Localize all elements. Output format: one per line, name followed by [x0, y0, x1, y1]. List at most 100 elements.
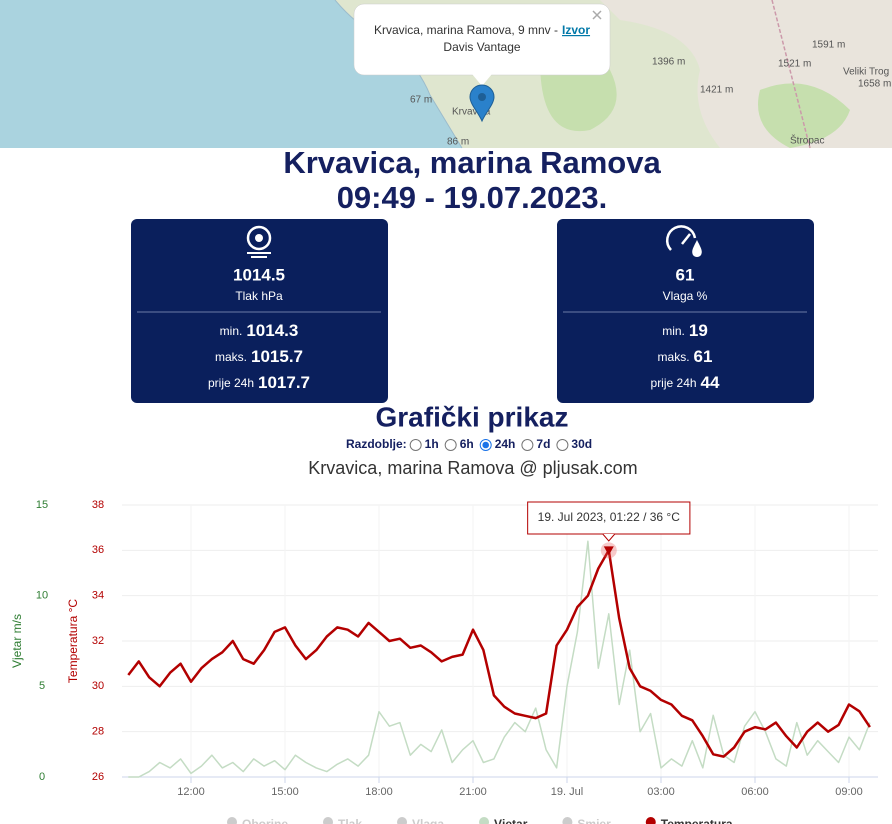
- period-selector: Razdoblje: 1h 6h 24h 7d 30d: [346, 437, 592, 451]
- map-label: 86 m: [447, 137, 469, 148]
- card-row: maks. 61: [658, 347, 713, 366]
- y2-tick-label: 5: [39, 680, 45, 692]
- legend-symbol[interactable]: [562, 817, 573, 824]
- row-value: 1015.7: [251, 347, 303, 366]
- y2-tick-label: 10: [36, 590, 48, 602]
- legend-symbol[interactable]: [323, 817, 334, 824]
- series-line: [128, 540, 871, 778]
- map-label: 1421 m: [700, 85, 733, 96]
- row-value: 1017.7: [258, 373, 310, 392]
- row-value: 19: [689, 321, 708, 340]
- marker-dot: [478, 93, 486, 101]
- card-label: Tlak hPa: [235, 289, 283, 303]
- x-tick-label: 19. Jul: [551, 786, 583, 798]
- map-label: Štropac: [790, 134, 824, 147]
- y-tick-label: 38: [92, 499, 104, 511]
- map-sea: [0, 0, 462, 148]
- card-row: prije 24h 1017.7: [208, 373, 310, 392]
- period-radio[interactable]: [409, 439, 422, 451]
- card-icon: [666, 225, 697, 251]
- map-label: 1521 m: [778, 59, 811, 70]
- legend-item[interactable]: Tlak: [338, 817, 362, 824]
- legend-symbol[interactable]: [227, 817, 237, 824]
- card-icon: [255, 234, 263, 242]
- x-tick-label: 09:00: [835, 786, 863, 798]
- y-tick-label: 36: [92, 544, 104, 556]
- card-bg: [557, 219, 814, 403]
- y-tick-label: 30: [92, 680, 104, 692]
- y-tick-label: 34: [92, 590, 104, 602]
- series-line: [127, 549, 871, 758]
- y2-tick-label: 15: [36, 499, 48, 511]
- legend-item[interactable]: Vjetar: [494, 817, 528, 824]
- legend-symbol[interactable]: [397, 817, 408, 824]
- map[interactable]: 1396 m 1421 m 1521 m 1591 m Veliki Trog …: [0, 0, 892, 149]
- popup-link[interactable]: Izvor: [562, 23, 590, 37]
- legend-item[interactable]: Vlaga: [412, 817, 444, 824]
- map-label: 1396 m: [652, 57, 685, 68]
- row-value: 44: [701, 373, 720, 392]
- row-name: prije 24h: [208, 376, 254, 390]
- legend-item[interactable]: Smjer: [577, 817, 611, 824]
- card-row: maks. 1015.7: [215, 347, 303, 366]
- card-icon: [247, 252, 271, 258]
- map-forest: [758, 83, 850, 148]
- tooltip-text: 19. Jul 2023, 01:22 / 36 °C: [538, 510, 681, 524]
- weather-card: 61 Vlaga % min. 19 maks. 61 prije 24h 44: [557, 219, 814, 403]
- legend-symbol[interactable]: [479, 817, 490, 824]
- card-bg: [131, 219, 388, 403]
- card-icon: [681, 233, 691, 245]
- popup-close[interactable]: [592, 10, 602, 20]
- x-tick-label: 03:00: [647, 786, 675, 798]
- legend-item[interactable]: Temperatura: [661, 817, 733, 824]
- map-label: 1658 m: [858, 79, 891, 90]
- row-value: 61: [694, 347, 713, 366]
- card-row: min. 1014.3: [220, 321, 299, 340]
- y-tick-label: 26: [92, 771, 104, 783]
- map-border: [771, 0, 811, 149]
- period-radio[interactable]: [556, 439, 569, 451]
- popup-tip: [472, 74, 492, 86]
- row-name: min.: [220, 324, 243, 338]
- station-datetime: 09:49 - 19.07.2023.: [337, 180, 608, 215]
- period-option[interactable]: 24h: [495, 437, 516, 451]
- legend-item[interactable]: Oborine: [242, 817, 288, 824]
- period-option[interactable]: 7d: [536, 437, 550, 451]
- period-radio[interactable]: [444, 439, 457, 451]
- chart-title: Krvavica, marina Ramova @ pljusak.com: [308, 458, 637, 478]
- card-icon: [692, 240, 702, 257]
- weather-card: 1014.5 Tlak hPa min. 1014.3 maks. 1015.7 prije…: [131, 219, 388, 403]
- x-tick-label: 18:00: [365, 786, 393, 798]
- chart: Krvavica, marina Ramova @ pljusak.com 26 2…: [10, 458, 878, 824]
- map-label: 67 m: [410, 95, 432, 106]
- y-tick-label: 28: [92, 726, 104, 738]
- card-label: Vlaga %: [663, 289, 708, 303]
- card-icon: [246, 225, 272, 251]
- period-option[interactable]: 30d: [571, 437, 592, 451]
- map-label: Veliki Trog: [843, 67, 889, 78]
- map-marker[interactable]: [469, 84, 495, 123]
- period-radio[interactable]: [521, 439, 534, 451]
- card-row: prije 24h 44: [651, 373, 720, 392]
- period-option[interactable]: 6h: [460, 437, 474, 451]
- station-title: Krvavica, marina Ramova: [283, 145, 661, 180]
- card-row: min. 19: [662, 321, 708, 340]
- row-name: maks.: [658, 350, 690, 364]
- legend-symbol[interactable]: [645, 817, 656, 824]
- period-option[interactable]: 1h: [425, 437, 439, 451]
- y2-axis-title: Vjetar m/s: [10, 614, 24, 668]
- map-label: 1591 m: [812, 40, 845, 51]
- row-name: min.: [662, 324, 685, 338]
- tooltip-tip: [602, 533, 616, 542]
- x-tick-label: 15:00: [271, 786, 299, 798]
- graph-heading: Grafički prikaz: [376, 401, 569, 432]
- row-name: maks.: [215, 350, 247, 364]
- map-label: Krvavica: [452, 107, 491, 118]
- y-tick-label: 32: [92, 635, 104, 647]
- y-axis-title: Temperatura °C: [66, 599, 80, 683]
- x-tick-label: 12:00: [177, 786, 205, 798]
- hover-marker: [603, 546, 614, 556]
